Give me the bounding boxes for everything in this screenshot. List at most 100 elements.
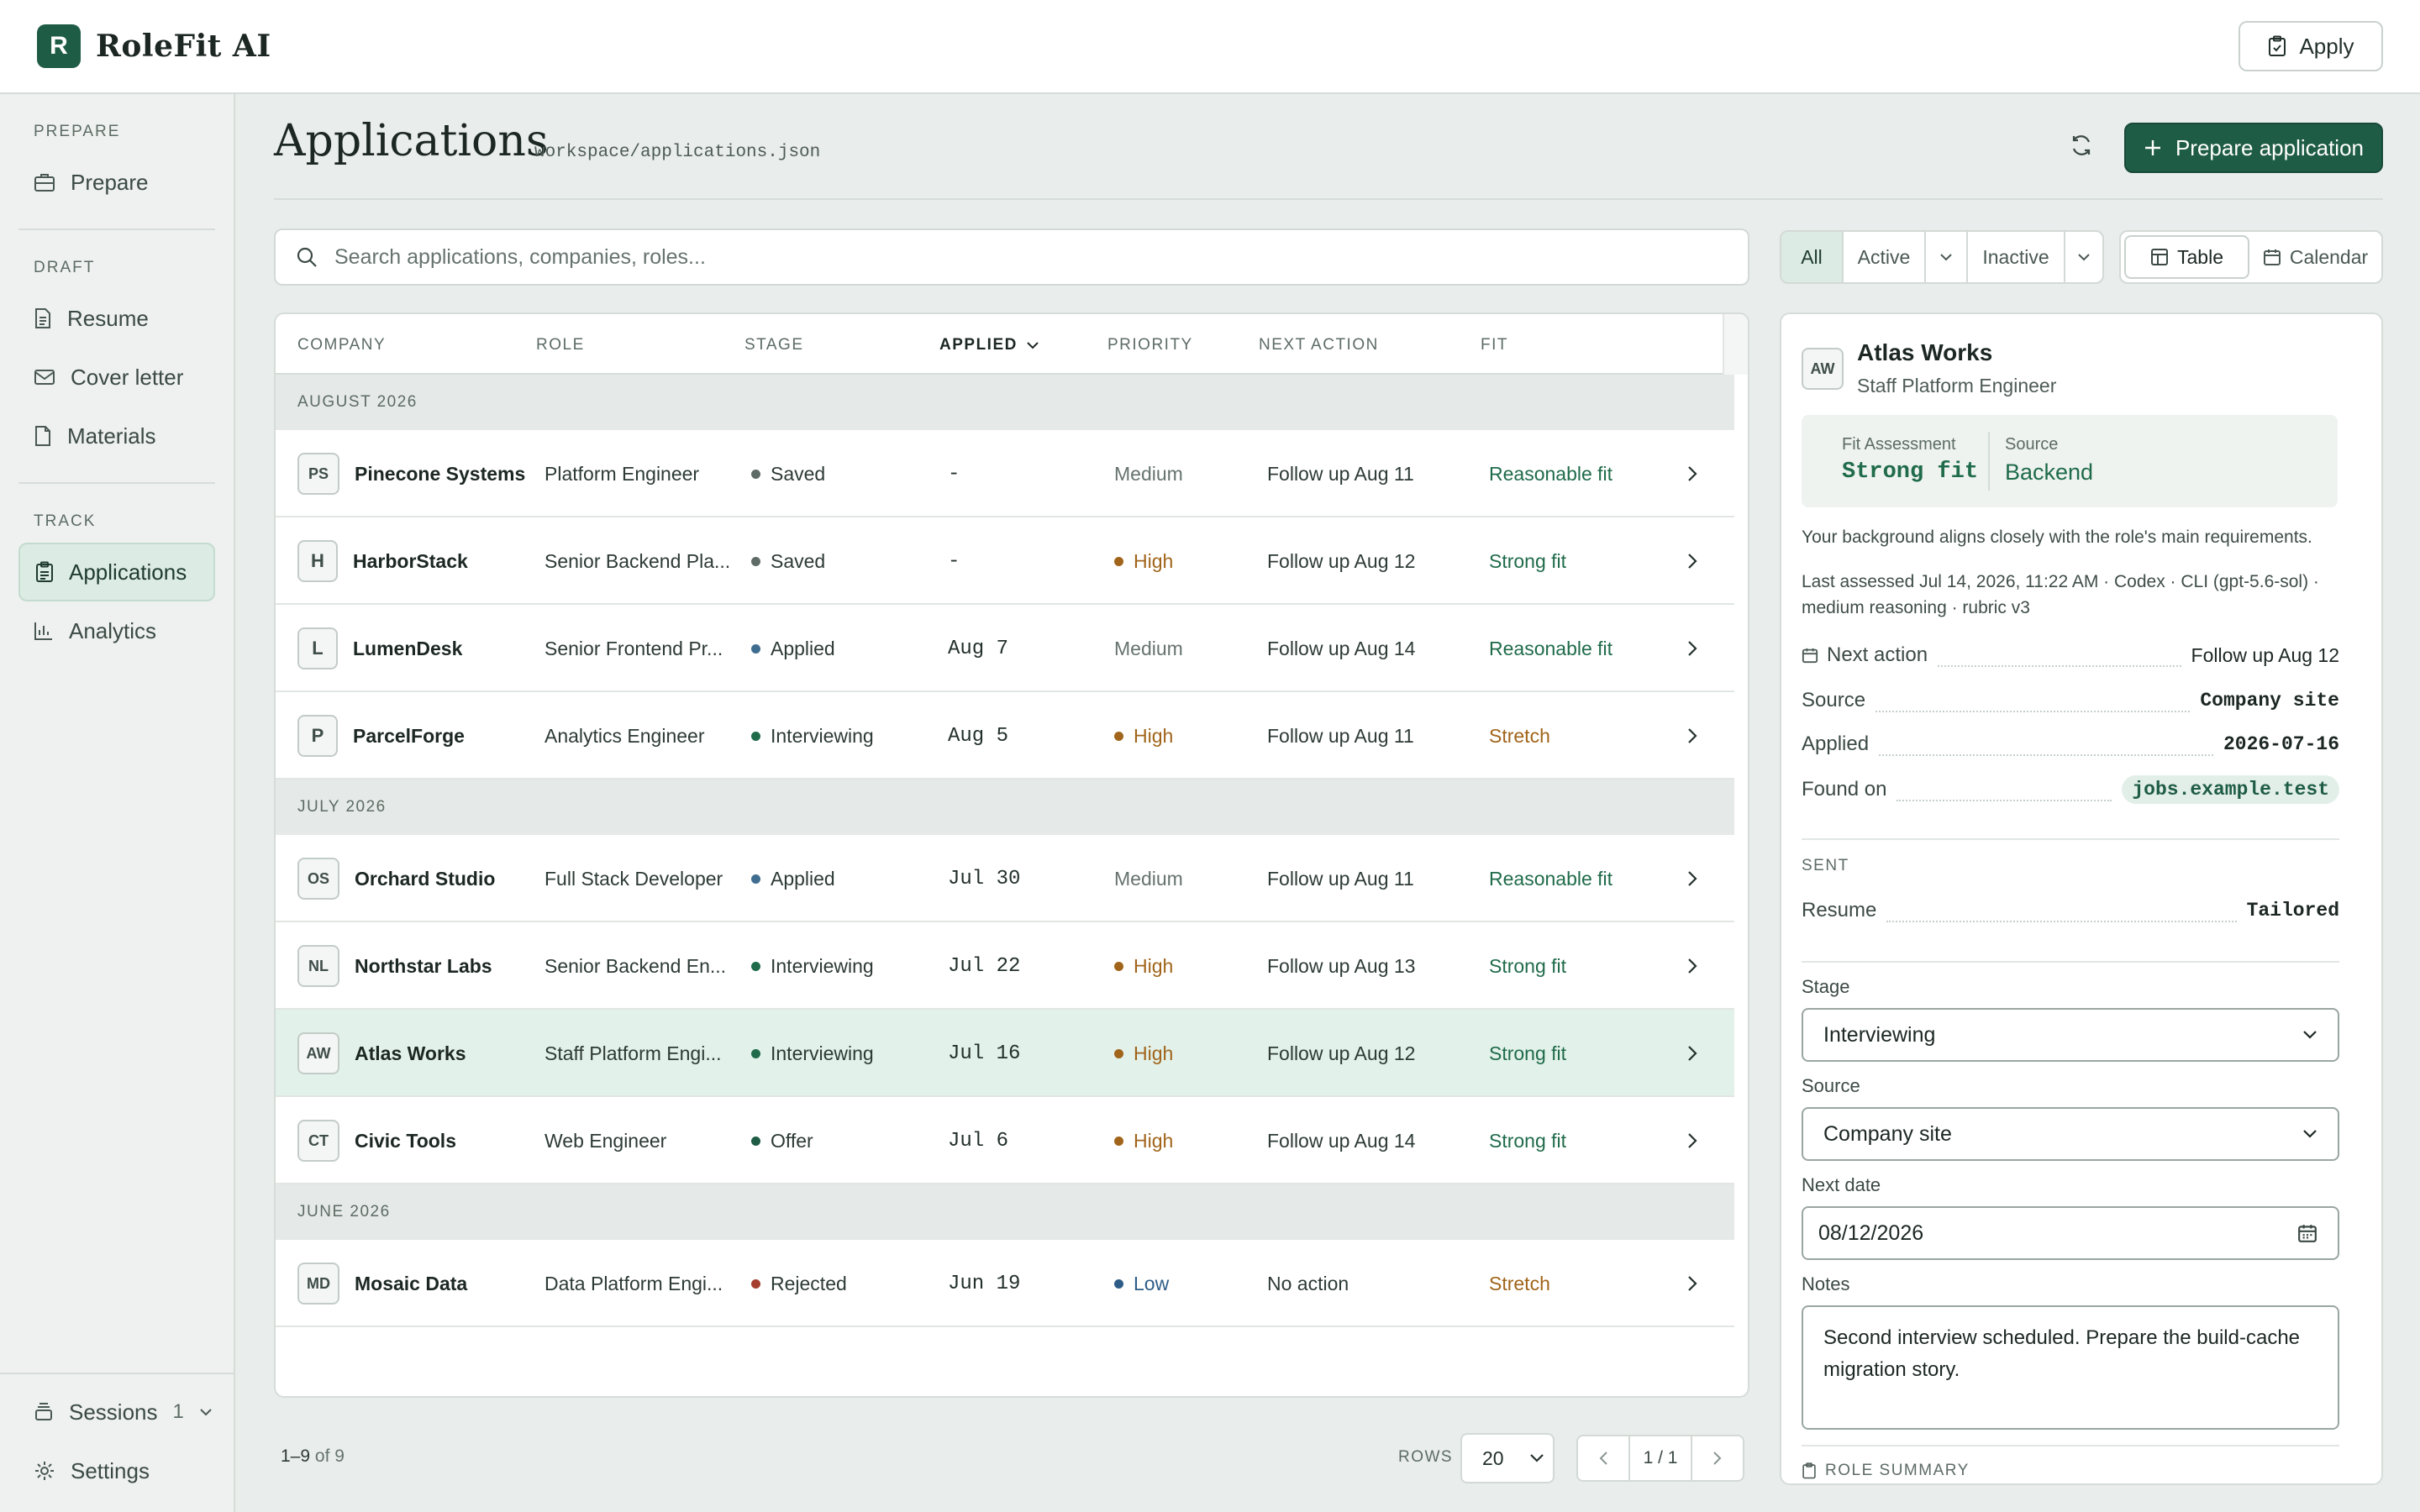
stage-label: Rejected <box>771 1272 847 1294</box>
source-label: Source <box>1802 689 1866 711</box>
view-calendar[interactable]: Calendar <box>2253 235 2378 279</box>
header-divider <box>274 198 2383 200</box>
filter-inactive-dropdown[interactable] <box>2065 232 2102 282</box>
search-input[interactable] <box>334 244 1679 270</box>
table-row[interactable]: NL Northstar Labs Senior Backend En... Inte… <box>276 922 1734 1010</box>
priority-dot <box>1114 961 1123 971</box>
divider <box>0 1373 234 1374</box>
role-cell: Senior Frontend Pr... <box>544 637 723 659</box>
found-on-link[interactable]: jobs.example.test <box>2122 775 2339 804</box>
filter-inactive[interactable]: Inactive <box>1968 232 2065 282</box>
sidebar-item-applications[interactable]: Applications <box>18 543 215 601</box>
company-badge: AW <box>297 1032 339 1074</box>
chevron-right-icon[interactable] <box>1687 1240 1697 1327</box>
company-badge: L <box>297 627 338 669</box>
sidebar-item-label: Materials <box>67 423 156 449</box>
chevron-right-icon[interactable] <box>1687 517 1697 605</box>
filter-active-dropdown[interactable] <box>1926 232 1968 282</box>
column-priority[interactable]: PRIORITY <box>1107 336 1193 354</box>
sidebar-item-cover-letter[interactable]: Cover letter <box>18 348 215 407</box>
table-row[interactable]: L LumenDesk Senior Frontend Pr... Applied Au… <box>276 605 1734 692</box>
stage-label: Saved <box>771 549 826 572</box>
source-select[interactable]: Company site <box>1802 1107 2339 1161</box>
scrollbar[interactable] <box>1723 314 1748 375</box>
settings-item[interactable]: Settings <box>18 1441 215 1500</box>
column-fit[interactable]: FIT <box>1481 336 1508 354</box>
column-role[interactable]: ROLE <box>536 336 585 354</box>
column-next-action[interactable]: NEXT ACTION <box>1259 336 1379 354</box>
next-page-button[interactable] <box>1692 1436 1743 1480</box>
column-company[interactable]: COMPANY <box>297 336 387 354</box>
view-table[interactable]: Table <box>2124 235 2250 279</box>
chevron-right-icon[interactable] <box>1687 605 1697 692</box>
fit-cell: Reasonable fit <box>1489 462 1613 485</box>
stage-label: Saved <box>771 462 826 485</box>
next-date-input[interactable]: 08/12/2026 <box>1802 1206 2339 1260</box>
briefcase-icon <box>34 172 55 192</box>
table-row[interactable]: MD Mosaic Data Data Platform Engi... Reject… <box>276 1240 1734 1327</box>
stage-select[interactable]: Interviewing <box>1802 1008 2339 1062</box>
notes-textarea[interactable]: Second interview scheduled. Prepare the … <box>1802 1305 2339 1430</box>
refresh-icon[interactable] <box>2069 133 2094 158</box>
table-row[interactable]: PS Pinecone Systems Platform Engineer Saved… <box>276 430 1734 517</box>
next-date-label: Next date <box>1802 1174 1881 1195</box>
sidebar-item-prepare[interactable]: Prepare <box>18 153 215 212</box>
sidebar-item-label: Cover letter <box>71 364 184 390</box>
table-row[interactable]: P ParcelForge Analytics Engineer Interviewi… <box>276 692 1734 780</box>
fit-cell: Stretch <box>1489 724 1550 747</box>
rows-label: ROWS <box>1398 1448 1454 1466</box>
applied-cell: Jul 30 <box>948 867 1021 890</box>
column-applied-label: APPLIED <box>939 336 1018 354</box>
fit-cell: Strong fit <box>1489 1042 1567 1064</box>
section-title-draft: DRAFT <box>34 259 96 276</box>
plus-icon <box>2144 139 2162 157</box>
sidebar-item-analytics[interactable]: Analytics <box>18 601 215 660</box>
priority-cell: High <box>1114 517 1173 605</box>
sidebar-item-materials[interactable]: Materials <box>18 407 215 465</box>
search-box[interactable] <box>274 228 1749 286</box>
company-cell: NL Northstar Labs <box>297 922 492 1010</box>
priority-label: Low <box>1134 1272 1170 1294</box>
next-action-cell: Follow up Aug 11 <box>1267 867 1414 890</box>
rows-per-page-select[interactable]: 20 <box>1460 1433 1555 1483</box>
calendar-icon[interactable] <box>2297 1223 2317 1243</box>
stage-cell: Applied <box>751 605 835 692</box>
stage-dot <box>751 874 760 884</box>
priority-dot <box>1114 1278 1123 1289</box>
table-row[interactable]: H HarborStack Senior Backend Pla... Saved - H… <box>276 517 1734 605</box>
column-stage[interactable]: STAGE <box>744 336 804 354</box>
chevron-right-icon[interactable] <box>1687 1097 1697 1184</box>
divider <box>18 228 215 230</box>
apply-label: Apply <box>2299 33 2354 59</box>
filter-all[interactable]: All <box>1781 232 1844 282</box>
mail-icon <box>34 368 55 386</box>
document-icon <box>34 307 52 329</box>
chevron-right-icon[interactable] <box>1687 1010 1697 1097</box>
priority-cell: High <box>1114 1010 1173 1097</box>
table-row[interactable]: OS Orchard Studio Full Stack Developer Appl… <box>276 835 1734 922</box>
sidebar-item-resume[interactable]: Resume <box>18 289 215 348</box>
company-badge: OS <box>297 858 339 900</box>
app-name: RoleFit AI <box>96 29 271 64</box>
priority-dot <box>1114 1048 1123 1058</box>
resume-row: Resume Tailored <box>1802 894 2339 927</box>
column-applied[interactable]: APPLIED <box>939 336 1039 354</box>
prepare-application-button[interactable]: Prepare application <box>2124 123 2383 173</box>
table-row[interactable]: CT Civic Tools Web Engineer Offer Jul 6 High F… <box>276 1097 1734 1184</box>
table-row[interactable]: AW Atlas Works Staff Platform Engi... Inter… <box>276 1010 1734 1097</box>
role-summary-toggle[interactable]: ROLE SUMMARY <box>1802 1462 1970 1480</box>
next-action-label: Next action <box>1827 643 1928 666</box>
company-badge: H <box>297 540 338 582</box>
page-title: Applications <box>274 116 549 166</box>
chevron-left-icon <box>1599 1452 1607 1465</box>
prev-page-button[interactable] <box>1578 1436 1628 1480</box>
chevron-right-icon[interactable] <box>1687 430 1697 517</box>
apply-button[interactable]: Apply <box>2238 21 2383 71</box>
filter-active[interactable]: Active <box>1844 232 1926 282</box>
chevron-right-icon[interactable] <box>1687 692 1697 780</box>
priority-label: Medium <box>1114 637 1183 659</box>
calendar-icon <box>2263 249 2281 265</box>
chevron-right-icon[interactable] <box>1687 922 1697 1010</box>
chevron-right-icon[interactable] <box>1687 835 1697 922</box>
sessions-toggle[interactable]: Sessions 1 <box>18 1383 215 1441</box>
